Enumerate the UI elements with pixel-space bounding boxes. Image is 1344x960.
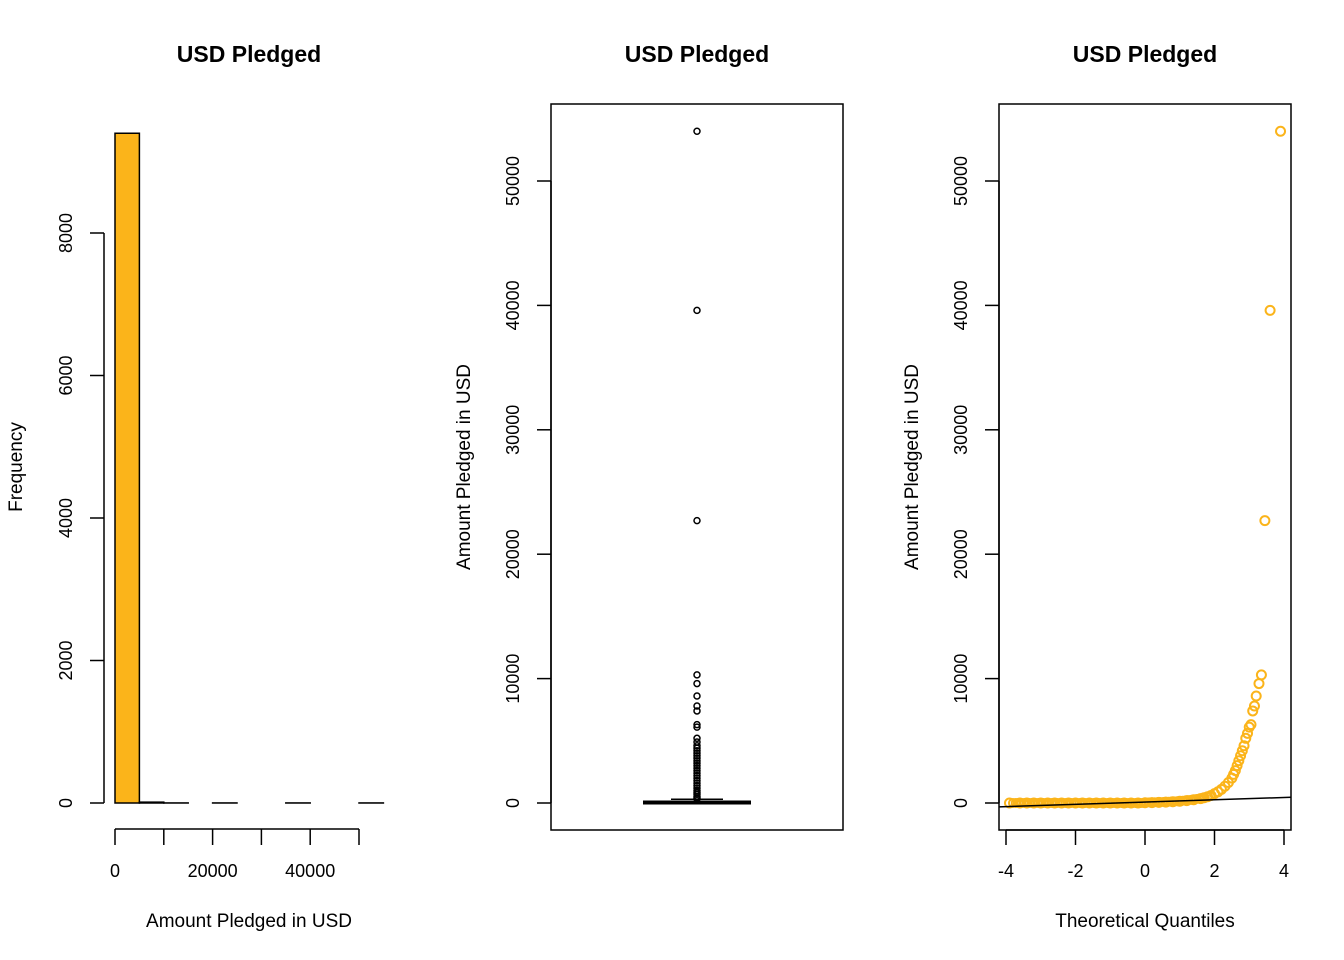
boxplot-outlier <box>693 742 701 750</box>
boxplot-outlier <box>693 776 701 785</box>
boxplot-outlier <box>693 679 701 688</box>
qq-y-tick-label: 40000 <box>951 280 971 330</box>
qq-point <box>1229 765 1241 777</box>
histogram-x-tick-label: 20000 <box>188 861 238 881</box>
boxplot-panel: USD Pledged Amount Pledged in USD 0 10000… <box>454 41 844 831</box>
qq-point <box>1231 760 1243 772</box>
boxplot-outlier <box>693 771 701 780</box>
qq-y-axis-label: Amount Pledged in USD <box>902 364 923 570</box>
boxplot-y-tick-label: 20000 <box>503 529 523 579</box>
boxplot-outlier <box>693 774 701 782</box>
boxplot-outlier <box>693 759 701 767</box>
qq-y-tick-label: 20000 <box>951 529 971 579</box>
qq-point <box>1255 669 1267 681</box>
histogram-x-tick-label: 0 <box>110 861 120 881</box>
boxplot-y-tick-label: 50000 <box>503 156 523 206</box>
qq-x-tick-label: -4 <box>998 861 1014 881</box>
boxplot-outlier <box>693 127 701 135</box>
qq-point <box>1247 705 1259 717</box>
histogram-bars <box>114 132 385 804</box>
qq-panel: USD Pledged Theoretical Quantiles Amount… <box>902 41 1292 932</box>
qq-point <box>1275 125 1287 137</box>
qq-x-tick-label: -2 <box>1067 861 1083 881</box>
qq-marks <box>999 125 1291 809</box>
boxplot-outlier <box>693 754 701 762</box>
boxplot-outlier <box>693 306 701 315</box>
qq-y-tick-label: 10000 <box>951 654 971 704</box>
qq-x-axis-label: Theoretical Quantiles <box>1055 911 1235 932</box>
boxplot-y-tick-label: 0 <box>503 798 523 808</box>
histogram-y-axis-label: Frequency <box>6 422 27 512</box>
boxplot-outlier <box>693 702 701 710</box>
boxplot-outlier <box>693 747 701 755</box>
qq-point <box>1245 719 1257 731</box>
boxplot-outlier <box>693 769 701 777</box>
boxplot-outlier <box>693 707 701 715</box>
qq-point <box>1250 690 1262 702</box>
boxplot-outlier <box>693 761 701 770</box>
qq-point <box>1253 678 1265 690</box>
qq-reference-line <box>999 796 1291 808</box>
qq-point <box>1259 515 1271 527</box>
histogram-title: USD Pledged <box>177 41 321 67</box>
boxplot-y-tick-label: 30000 <box>503 405 523 455</box>
histogram-x-axis-label: Amount Pledged in USD <box>146 911 352 932</box>
qq-x-tick-label: 0 <box>1140 861 1150 881</box>
boxplot-outlier <box>693 516 701 525</box>
boxplot-outlier <box>693 779 701 787</box>
qq-y-tick-label: 30000 <box>951 405 971 455</box>
histogram-y-tick-label: 4000 <box>56 498 76 538</box>
boxplot-outlier <box>693 781 701 790</box>
histogram-panel: USD Pledged Amount Pledged in USD Freque… <box>6 41 385 932</box>
histogram-y-tick-label: 6000 <box>56 355 76 395</box>
boxplot-y-tick-label: 10000 <box>503 654 523 704</box>
histogram-y-tick-label: 0 <box>56 798 76 808</box>
histogram-bar <box>138 801 165 804</box>
qq-y-tick-label: 0 <box>951 798 971 808</box>
qq-point <box>1236 745 1248 757</box>
qq-point <box>1238 740 1250 752</box>
histogram-y-tick-label: 8000 <box>56 213 76 253</box>
boxplot-outlier <box>693 794 701 803</box>
boxplot-outlier <box>693 756 701 765</box>
boxplot-outlier <box>693 720 701 729</box>
boxplot-outlier <box>693 751 701 760</box>
qq-point <box>1248 700 1260 712</box>
qq-point <box>1233 755 1245 767</box>
boxplot-outlier <box>693 766 701 775</box>
boxplot-outlier <box>693 723 701 731</box>
qq-y-tick-label: 50000 <box>951 156 971 206</box>
histogram-axes: 0 20000 40000 0 2000 4000 6000 8000 <box>56 213 360 881</box>
boxplot-outlier <box>693 734 701 743</box>
boxplot-outlier <box>693 671 701 679</box>
boxplot-title: USD Pledged <box>625 41 769 67</box>
boxplot-outlier <box>693 744 701 753</box>
boxplot-outlier <box>693 764 701 772</box>
qq-point <box>1240 732 1252 744</box>
boxplot-outlier <box>693 692 701 700</box>
qq-title: USD Pledged <box>1073 41 1217 67</box>
histogram-x-tick-label: 40000 <box>285 861 335 881</box>
boxplot-y-axis-label: Amount Pledged in USD <box>454 364 475 570</box>
boxplot-outlier <box>693 749 701 757</box>
qq-x-tick-label: 2 <box>1209 861 1219 881</box>
boxplot-marks <box>643 127 751 805</box>
boxplot-y-tick-label: 40000 <box>503 280 523 330</box>
histogram-y-tick-label: 2000 <box>56 640 76 680</box>
qq-x-tick-label: 4 <box>1279 861 1289 881</box>
qq-axes: 0 10000 20000 30000 40000 50000 -4 -2 0 2 4 <box>951 156 1289 881</box>
boxplot-axes: 0 10000 20000 30000 40000 50000 <box>503 156 552 808</box>
qq-point <box>1264 304 1276 316</box>
qq-point <box>1235 750 1247 762</box>
histogram-bar <box>114 132 141 804</box>
